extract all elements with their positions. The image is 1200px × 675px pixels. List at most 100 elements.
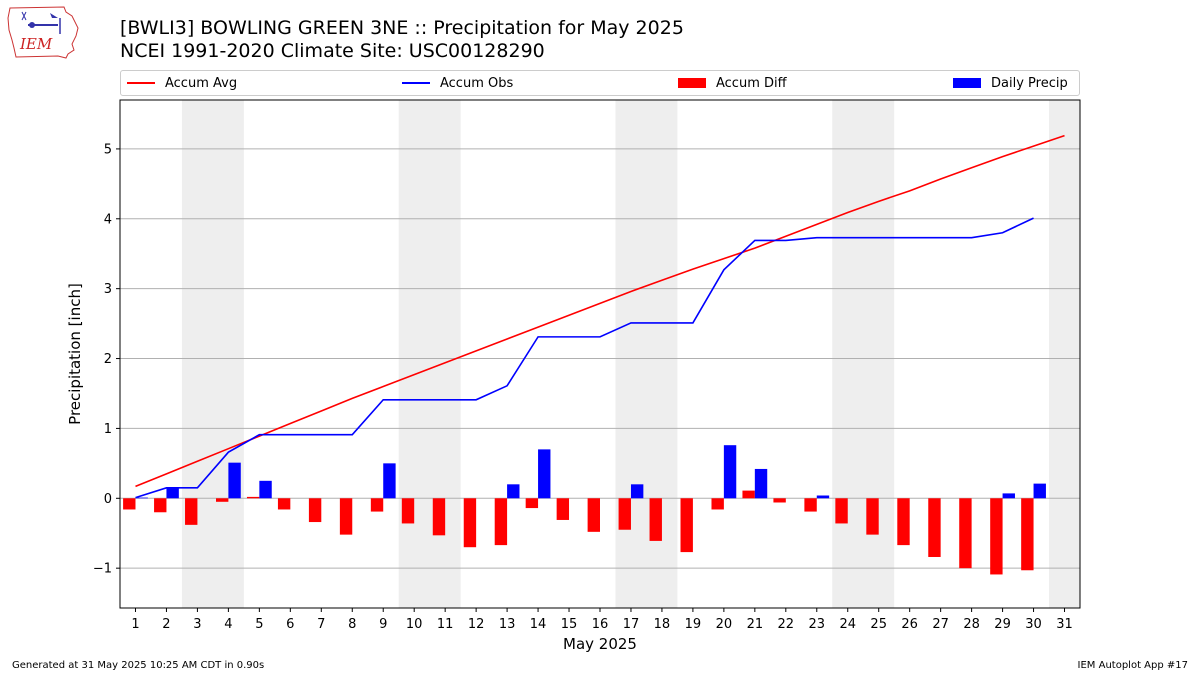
accum-diff-bar — [339, 498, 353, 535]
accum-diff-bar — [556, 498, 570, 520]
daily-precip-bar — [507, 484, 520, 499]
chart-subtitle: NCEI 1991-2020 Climate Site: USC00128290 — [120, 40, 545, 62]
x-tick-label: 12 — [468, 617, 485, 632]
legend-label-daily-precip: Daily Precip — [991, 75, 1068, 91]
x-tick-label: 30 — [1025, 617, 1042, 632]
x-tick-label: 4 — [224, 617, 232, 632]
accum-diff-bar — [866, 498, 879, 535]
x-tick-label: 9 — [379, 617, 387, 632]
accum-diff-bar — [216, 498, 229, 502]
accum-diff-bar — [773, 498, 786, 503]
daily-precip-bar — [383, 463, 396, 499]
legend-swatch-accum-avg — [127, 82, 155, 84]
accum-diff-bar — [370, 498, 384, 512]
daily-precip-bar — [135, 497, 148, 499]
y-tick-label: 3 — [104, 282, 112, 297]
daily-precip-bar — [723, 445, 737, 499]
legend-swatch-accum-obs — [402, 82, 430, 84]
weekend-band — [615, 100, 678, 608]
weekend-band — [832, 100, 895, 608]
x-tick-label: 10 — [406, 617, 423, 632]
legend-item-accum-obs: Accum Obs — [402, 71, 513, 95]
x-tick-label: 15 — [561, 617, 578, 632]
x-tick-label: 18 — [654, 617, 671, 632]
x-axis-label: May 2025 — [563, 635, 637, 653]
y-tick-label: 2 — [104, 352, 112, 367]
legend-item-daily-precip: Daily Precip — [953, 71, 1068, 95]
chart-legend: Accum Avg Accum Obs Accum Diff Daily Pre… — [120, 70, 1080, 96]
daily-precip-bar — [754, 468, 768, 499]
x-tick-label: 6 — [286, 617, 294, 632]
daily-precip-bar — [630, 484, 644, 499]
x-tick-label: 27 — [932, 617, 949, 632]
accum-diff-bar — [123, 498, 136, 510]
accum-diff-bar — [525, 498, 539, 509]
accum-diff-bar — [990, 498, 1003, 575]
y-tick-label: −1 — [93, 562, 112, 577]
footer-generated: Generated at 31 May 2025 10:25 AM CDT in… — [12, 660, 265, 671]
weekend-shading — [181, 100, 1080, 608]
accum-diff-bar — [711, 498, 724, 510]
y-tick-label: 5 — [104, 142, 112, 157]
daily-precip-bar — [1033, 483, 1046, 499]
accum-diff-bar — [618, 498, 631, 530]
bars — [123, 445, 1046, 575]
daily-precip-bar — [538, 449, 551, 499]
accum-obs-line — [135, 217, 1034, 499]
legend-label-accum-obs: Accum Obs — [440, 75, 514, 91]
x-tick-label: 2 — [162, 617, 170, 632]
weekend-band — [1049, 100, 1080, 608]
x-tick-label: 20 — [716, 617, 733, 632]
accum-diff-bar — [804, 498, 817, 512]
accum-diff-bar — [649, 498, 662, 541]
accum-diff-bar — [587, 498, 600, 532]
x-tick-label: 28 — [963, 617, 980, 632]
accum-diff-bar — [494, 498, 508, 546]
legend-label-accum-diff: Accum Diff — [716, 75, 787, 91]
accum-diff-bar — [185, 498, 198, 525]
accum-diff-bar — [835, 498, 848, 524]
daily-precip-bar — [1002, 493, 1015, 499]
daily-precip-bar — [816, 495, 830, 499]
legend-label-accum-avg: Accum Avg — [165, 75, 238, 91]
accum-diff-bar — [463, 498, 477, 548]
accum-avg-line — [135, 134, 1065, 488]
x-tick-label: 13 — [499, 617, 516, 632]
x-tick-label: 5 — [255, 617, 263, 632]
daily-precip-bar — [259, 480, 272, 499]
x-tick-label: 7 — [317, 617, 325, 632]
footer-app: IEM Autoplot App #17 — [1077, 660, 1188, 671]
accum-diff-bar — [432, 498, 446, 536]
x-tick-label: 14 — [530, 617, 547, 632]
x-tick-label: 16 — [592, 617, 609, 632]
legend-item-accum-diff: Accum Diff — [678, 71, 787, 95]
accum-diff-bar — [154, 498, 167, 513]
daily-precip-bar — [228, 462, 241, 499]
accum-diff-bar — [246, 496, 260, 499]
y-tick-label: 0 — [104, 492, 112, 507]
accum-diff-bar — [928, 498, 941, 557]
legend-swatch-daily-precip — [953, 78, 981, 88]
accum-diff-bar — [401, 498, 415, 524]
weekend-band — [181, 100, 244, 608]
accum-diff-bar — [959, 498, 972, 569]
legend-swatch-accum-diff — [678, 78, 706, 88]
x-tick-label: 1 — [131, 617, 139, 632]
accum-diff-bar — [308, 498, 322, 523]
weekend-band — [398, 100, 461, 608]
logo-text: IEM — [19, 35, 53, 53]
y-tick-label: 1 — [104, 422, 112, 437]
daily-precip-bar — [166, 488, 179, 499]
accum-diff-bar — [277, 498, 291, 510]
x-tick-label: 23 — [809, 617, 826, 632]
x-tick-label: 24 — [839, 617, 856, 632]
x-tick-label: 21 — [747, 617, 764, 632]
x-tick-label: 19 — [685, 617, 702, 632]
lines — [135, 134, 1065, 499]
y-axis-label: Precipitation [inch] — [66, 283, 84, 425]
x-tick-label: 25 — [870, 617, 887, 632]
x-tick-label: 8 — [348, 617, 356, 632]
x-tick-label: 22 — [778, 617, 795, 632]
